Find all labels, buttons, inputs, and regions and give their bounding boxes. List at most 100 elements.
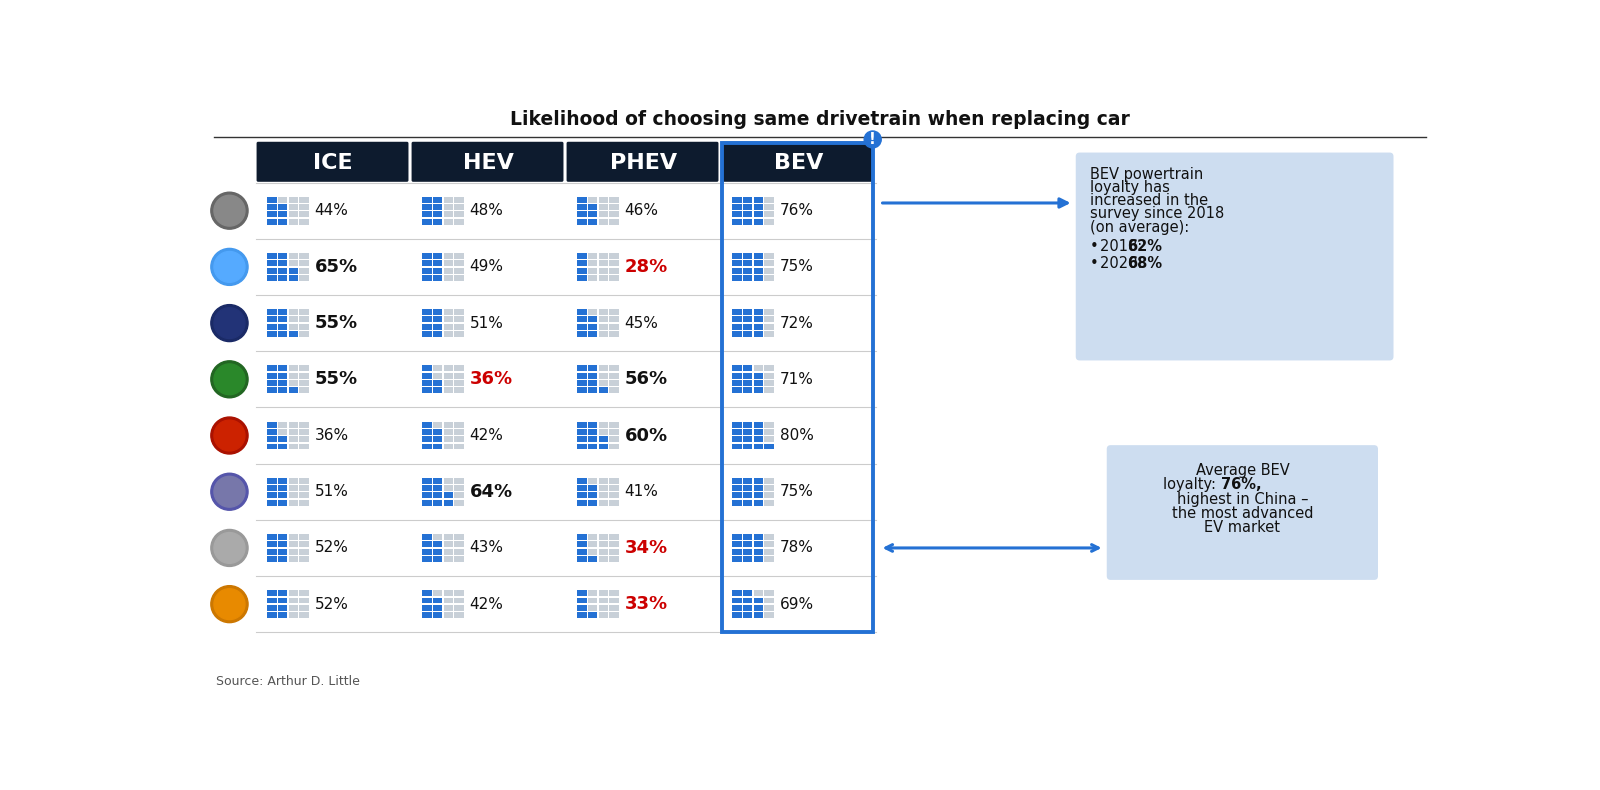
Bar — [434, 422, 442, 427]
Text: loyalty:: loyalty: — [1163, 476, 1221, 491]
Text: survey since 2018: survey since 2018 — [1091, 206, 1224, 221]
Circle shape — [211, 305, 248, 341]
Bar — [733, 197, 742, 203]
Bar — [742, 387, 752, 393]
Bar — [278, 197, 288, 203]
Circle shape — [214, 476, 245, 507]
Text: 76%,: 76%, — [1221, 476, 1261, 491]
Bar — [299, 366, 309, 371]
Bar — [278, 373, 288, 378]
Bar — [443, 219, 453, 224]
Bar — [589, 219, 597, 224]
Text: 2020:: 2020: — [1099, 256, 1147, 271]
Bar — [267, 331, 277, 337]
Bar — [589, 548, 597, 555]
Bar — [742, 605, 752, 611]
Bar — [742, 331, 752, 337]
Bar — [422, 436, 432, 442]
Bar — [454, 197, 464, 203]
Bar — [589, 429, 597, 435]
Bar — [578, 387, 587, 393]
Bar — [765, 597, 773, 604]
Circle shape — [211, 192, 248, 229]
Bar — [267, 219, 277, 224]
Bar — [267, 534, 277, 540]
Bar — [288, 436, 298, 442]
Bar — [598, 597, 608, 604]
Bar — [754, 331, 763, 337]
Bar — [733, 612, 742, 618]
Text: 78%: 78% — [779, 540, 813, 555]
Bar — [443, 324, 453, 329]
Bar — [610, 331, 619, 337]
Bar — [454, 500, 464, 506]
Bar — [434, 309, 442, 315]
Bar — [578, 541, 587, 547]
Bar — [598, 534, 608, 540]
Bar — [288, 429, 298, 435]
Bar — [454, 478, 464, 483]
Bar — [733, 260, 742, 266]
Bar — [288, 492, 298, 498]
Bar — [278, 478, 288, 483]
Bar — [754, 260, 763, 266]
Bar — [422, 422, 432, 427]
Bar — [733, 556, 742, 562]
Bar — [443, 443, 453, 450]
Bar — [422, 260, 432, 266]
Bar — [578, 590, 587, 596]
Bar — [610, 429, 619, 435]
FancyBboxPatch shape — [256, 141, 408, 182]
Bar — [598, 612, 608, 618]
Bar — [765, 492, 773, 498]
Bar — [589, 500, 597, 506]
Bar — [422, 612, 432, 618]
Bar — [278, 541, 288, 547]
Bar — [454, 605, 464, 611]
Bar — [765, 429, 773, 435]
Bar — [267, 275, 277, 280]
Text: !: ! — [869, 132, 877, 147]
Bar — [288, 197, 298, 203]
Bar — [765, 380, 773, 386]
Bar — [578, 597, 587, 604]
FancyBboxPatch shape — [722, 141, 874, 182]
Text: 46%: 46% — [624, 203, 659, 218]
Bar — [610, 253, 619, 259]
Bar — [754, 541, 763, 547]
Bar — [443, 492, 453, 498]
Circle shape — [214, 251, 245, 282]
Bar — [765, 331, 773, 337]
Bar — [765, 324, 773, 329]
Bar — [288, 317, 298, 322]
Bar — [598, 605, 608, 611]
Bar — [422, 366, 432, 371]
Bar — [742, 429, 752, 435]
Text: 2018:: 2018: — [1099, 239, 1147, 254]
Bar — [578, 309, 587, 315]
Bar — [434, 436, 442, 442]
Bar — [288, 590, 298, 596]
Text: 55%: 55% — [315, 314, 358, 332]
Bar — [754, 380, 763, 386]
Bar — [267, 380, 277, 386]
Bar — [288, 541, 298, 547]
Bar — [610, 590, 619, 596]
Bar — [733, 309, 742, 315]
Bar — [733, 380, 742, 386]
Bar — [422, 275, 432, 280]
Bar — [434, 534, 442, 540]
Circle shape — [214, 532, 245, 563]
Bar — [754, 590, 763, 596]
Bar — [278, 380, 288, 386]
Text: 75%: 75% — [779, 484, 813, 499]
Bar — [765, 366, 773, 371]
Bar — [434, 500, 442, 506]
Bar — [589, 436, 597, 442]
Text: PHEV: PHEV — [610, 152, 677, 172]
Bar — [422, 478, 432, 483]
Bar — [267, 436, 277, 442]
Bar — [589, 212, 597, 217]
Bar — [422, 500, 432, 506]
Bar — [267, 556, 277, 562]
